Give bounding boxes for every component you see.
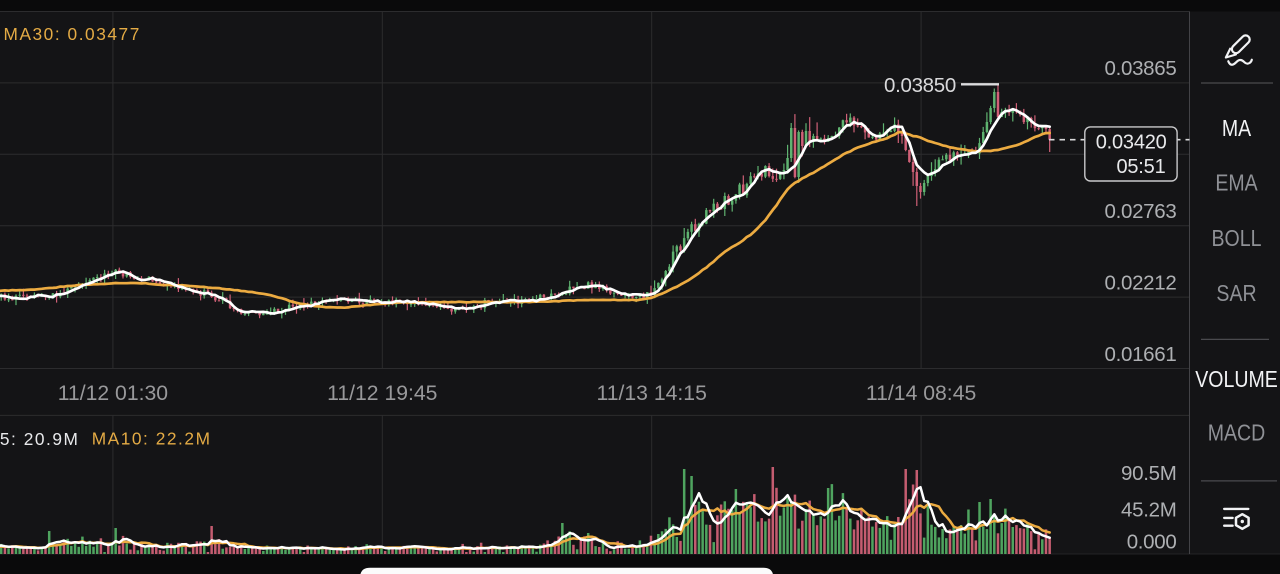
svg-text:0.02763: 0.02763: [1104, 200, 1176, 223]
svg-text:MA30: 0.03477: MA30: 0.03477: [4, 24, 141, 44]
svg-text:SAR: SAR: [1216, 281, 1256, 307]
svg-text:MACD: MACD: [1208, 420, 1266, 446]
svg-text:11/13 14:15: 11/13 14:15: [597, 382, 707, 405]
svg-text:MA10: 22.2M: MA10: 22.2M: [92, 428, 212, 448]
svg-text:0.000: 0.000: [1127, 530, 1177, 553]
svg-text:11/12 01:30: 11/12 01:30: [58, 382, 168, 405]
svg-text:0.03865: 0.03865: [1104, 57, 1176, 80]
svg-text:BOLL: BOLL: [1212, 225, 1262, 251]
svg-text:MA5: 20.9M: MA5: 20.9M: [0, 429, 79, 449]
svg-text:05:51: 05:51: [1116, 156, 1165, 178]
svg-text:VOLUME: VOLUME: [1195, 367, 1278, 393]
svg-text:0.02212: 0.02212: [1104, 271, 1176, 294]
svg-text:11/12 19:45: 11/12 19:45: [327, 382, 437, 405]
svg-text:0.03850: 0.03850: [884, 74, 956, 97]
svg-text:90.5M: 90.5M: [1121, 462, 1176, 485]
svg-text:0.01661: 0.01661: [1104, 343, 1176, 366]
svg-text:0.03420: 0.03420: [1096, 132, 1167, 154]
svg-text:45.2M: 45.2M: [1121, 498, 1176, 521]
svg-text:EMA: EMA: [1215, 170, 1258, 196]
svg-text:11/14 08:45: 11/14 08:45: [866, 382, 976, 405]
svg-text:MA: MA: [1222, 115, 1252, 141]
